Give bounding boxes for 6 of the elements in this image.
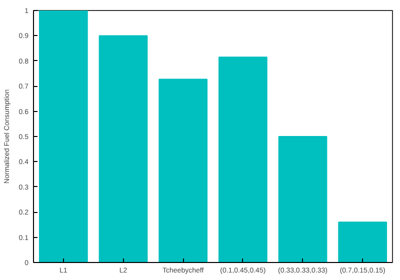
bar (38, 10, 88, 262)
bar (158, 78, 208, 262)
bar (218, 56, 268, 262)
bar (278, 136, 328, 262)
bar (338, 222, 388, 262)
bar (98, 35, 148, 262)
